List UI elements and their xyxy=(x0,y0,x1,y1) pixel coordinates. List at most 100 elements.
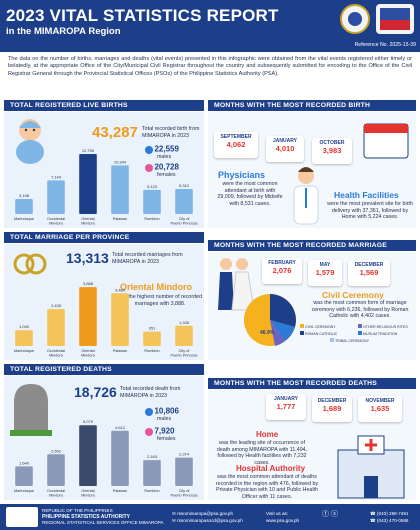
female-icon xyxy=(145,428,153,436)
category-label: Romblon xyxy=(144,489,159,493)
bar xyxy=(175,457,193,486)
header: 2023 VITAL STATISTICS REPORT in the MIMA… xyxy=(0,0,420,52)
bar xyxy=(111,165,129,214)
births-bar-chart: 3,198Marinduque7,144OccidentalMindoro12,… xyxy=(14,148,198,226)
ceremony-title: Civil Ceremony xyxy=(322,290,384,300)
marriage-panel xyxy=(4,244,204,360)
bar-value-label: 3,480 xyxy=(115,287,126,292)
category-label: Oriental xyxy=(81,489,94,493)
births-total-desc: Total recorded birth from MIMAROPA in 20… xyxy=(142,126,200,139)
death-months-section-title: MONTHS WITH THE MOST RECORDED DEATHS xyxy=(208,378,416,389)
bar xyxy=(79,154,97,214)
bar xyxy=(15,466,33,486)
calendar-icon xyxy=(363,123,409,159)
category-label: Puerto Princesa xyxy=(170,222,198,226)
psa-seal-logo xyxy=(340,4,370,34)
deaths-total: 18,726 xyxy=(74,384,117,400)
marriage-total: 13,313 xyxy=(66,250,109,266)
bar-value-label: 3,198 xyxy=(19,193,30,198)
bar xyxy=(175,325,193,346)
category-label: Marinduque xyxy=(14,349,34,353)
male-icon xyxy=(145,146,153,154)
bar-value-label: 5,079 xyxy=(83,419,94,424)
category-label: Mindoro xyxy=(81,222,95,226)
births-section-title: TOTAL REGISTERED LIVE BIRTHS xyxy=(4,100,204,111)
marriage-section-title: TOTAL MARRIAGE PER PROVINCE xyxy=(4,232,204,243)
couple-icon xyxy=(218,258,255,311)
psa-logo xyxy=(6,507,38,527)
bar xyxy=(111,430,129,486)
category-label: Occidental xyxy=(47,349,65,353)
marriage-bar-chart: 1,040Marinduque2,435OccidentalMindoro3,8… xyxy=(14,281,198,357)
facebook-icon[interactable]: ⓕ xyxy=(322,511,329,518)
death-month-card: NOVEMBER 1,635 xyxy=(358,396,402,422)
birth-month-card: OCTOBER 3,983 xyxy=(312,138,352,164)
category-label: Puerto Princesa xyxy=(170,494,198,498)
marriage-month-card: MAY 1,579 xyxy=(308,260,342,286)
footer-org2: PHILIPPINE STATISTICS AUTHORITY xyxy=(42,514,130,520)
category-label: City of xyxy=(179,489,191,493)
intro-text: The data on the number of births, marria… xyxy=(8,56,412,77)
ceremony-desc: was the most common form of marriage cer… xyxy=(311,300,409,320)
male-icon xyxy=(145,408,153,416)
hospital-title: Hospital Authority xyxy=(236,464,306,473)
bar xyxy=(143,189,161,214)
page-title: 2023 VITAL STATISTICS REPORT xyxy=(6,6,279,25)
health-facilities-desc: were the most prevalent site for birth d… xyxy=(327,201,413,221)
bar-value-label: 4,612 xyxy=(115,425,126,430)
marriage-top-province: Oriental Mindoro xyxy=(120,282,192,292)
category-label: Mindoro xyxy=(49,222,63,226)
category-label: Mindoro xyxy=(81,494,95,498)
bar xyxy=(111,293,129,346)
bar-value-label: 951 xyxy=(149,326,156,331)
marriage-month-card: DECEMBER 1,569 xyxy=(348,260,390,286)
birth-month-card: SEPTEMBER 4,062 xyxy=(214,132,258,158)
footer-org3: REGIONAL STATISTICAL SERVICES OFFICE MIM… xyxy=(42,520,164,525)
births-females: 20,728 females xyxy=(145,163,205,179)
ceremony-pie-chart: 46.9% xyxy=(244,294,296,346)
births-males: 22,559 males xyxy=(145,145,205,161)
footer-phone1[interactable]: (043) 286-7491 xyxy=(377,511,409,516)
bar xyxy=(15,198,33,214)
births-total: 43,287 xyxy=(92,124,138,141)
birth-months-section-title: MONTHS WITH THE MOST RECORDED BIRTH xyxy=(208,100,416,111)
category-label: Marinduque xyxy=(14,217,34,221)
category-label: Occidental xyxy=(47,489,65,493)
health-facilities-title: Health Facilities xyxy=(334,190,399,200)
footer-site[interactable]: www.psa.gov.ph xyxy=(266,518,300,523)
footer-email1[interactable]: rssomimaropa@psa.gov.ph xyxy=(177,511,234,516)
bar-value-label: 12,750 xyxy=(82,148,95,153)
bar-value-label: 2,374 xyxy=(179,452,190,457)
physicians-title: Physicians xyxy=(218,170,266,180)
marriage-top-desc: had the highest number of recorded marri… xyxy=(118,294,202,307)
home-desc: was the leading site of occurrence of de… xyxy=(216,440,308,466)
footer: REPUBLIC OF THE PHILIPPINES PHILIPPINE S… xyxy=(0,504,420,530)
tombstone-icon xyxy=(10,384,52,436)
physicians-desc: were the most common attendant at birth … xyxy=(217,181,283,207)
phone-icon: ☎ xyxy=(370,511,376,516)
category-label: Mindoro xyxy=(49,494,63,498)
category-label: Marinduque xyxy=(14,489,34,493)
rings-icon xyxy=(13,253,47,275)
twitter-icon[interactable]: ⓧ xyxy=(330,511,338,518)
email-icon: ✉ xyxy=(172,518,176,523)
marriage-months-section-title: MONTHS WITH THE MOST RECORDED MARRIAGE xyxy=(208,240,416,251)
birth-month-card: JANUARY 4,010 xyxy=(266,136,304,162)
bagong-pilipinas-logo xyxy=(376,4,414,34)
bar-value-label: 5,123 xyxy=(147,184,158,189)
category-label: Palawan xyxy=(113,349,128,353)
phone-icon: ☎ xyxy=(370,518,376,523)
bar-value-label: 2,652 xyxy=(51,448,62,453)
footer-email2[interactable]: rssomimaropasocd@psa.gov.ph xyxy=(177,518,243,523)
bar-value-label: 7,144 xyxy=(51,174,62,179)
deaths-males: 10,806 males xyxy=(145,407,205,423)
category-label: Romblon xyxy=(144,217,159,221)
bar-value-label: 1,335 xyxy=(179,320,190,325)
footer-phone2[interactable]: (043) 470-0586 xyxy=(377,518,409,523)
category-label: City of xyxy=(179,217,191,221)
bar xyxy=(15,330,33,346)
category-label: City of xyxy=(179,349,191,353)
bar-value-label: 5,312 xyxy=(179,183,190,188)
doctor-icon xyxy=(293,167,319,225)
pie-main-pct: 46.9% xyxy=(260,330,275,336)
